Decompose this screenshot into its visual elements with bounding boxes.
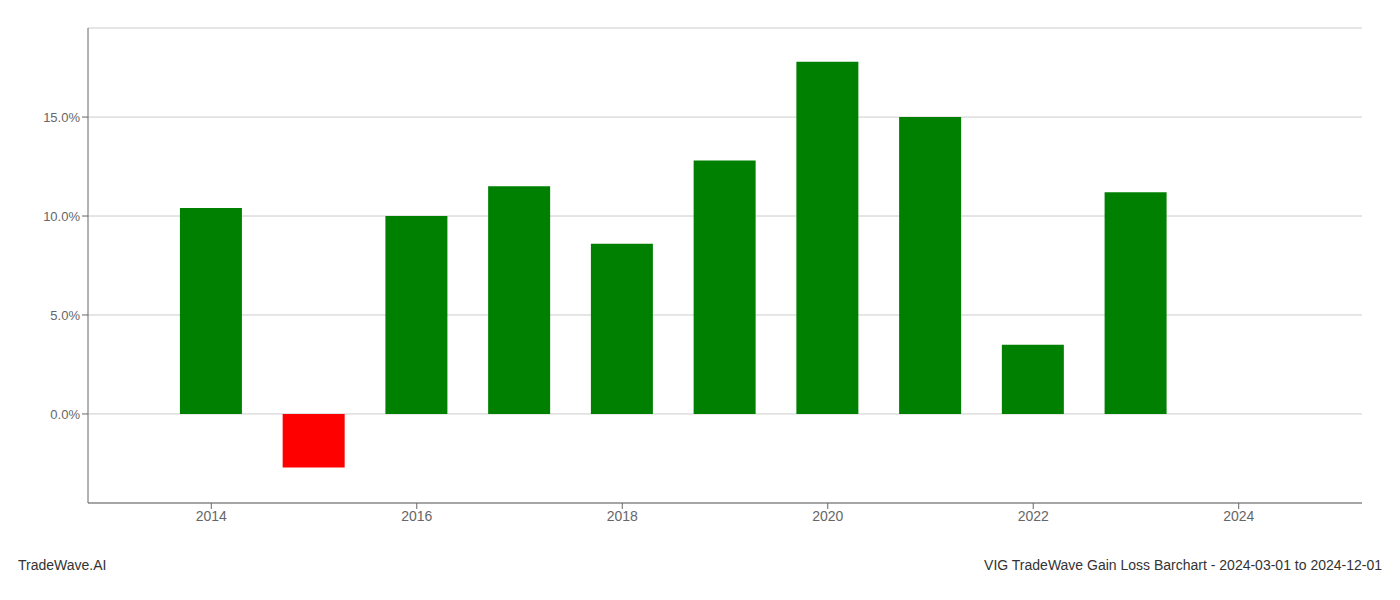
html-text:VIG TradeWave Gain Loss Barcha: VIG TradeWave Gain Loss Barchart - 2024-… bbox=[984, 557, 1382, 573]
svg-text:0.0%: 0.0% bbox=[50, 407, 80, 422]
html-text:TradeWave.AI: TradeWave.AI bbox=[18, 557, 107, 573]
svg-text:2020: 2020 bbox=[812, 508, 843, 524]
svg-text:2022: 2022 bbox=[1018, 508, 1049, 524]
svg-text:2014: 2014 bbox=[196, 508, 227, 524]
svg-text:2018: 2018 bbox=[607, 508, 638, 524]
svg-text:2016: 2016 bbox=[401, 508, 432, 524]
svg-text:15.0%: 15.0% bbox=[43, 110, 80, 125]
svg-text:10.0%: 10.0% bbox=[43, 209, 80, 224]
svg-text:5.0%: 5.0% bbox=[50, 308, 80, 323]
svg-text:2024: 2024 bbox=[1223, 508, 1254, 524]
